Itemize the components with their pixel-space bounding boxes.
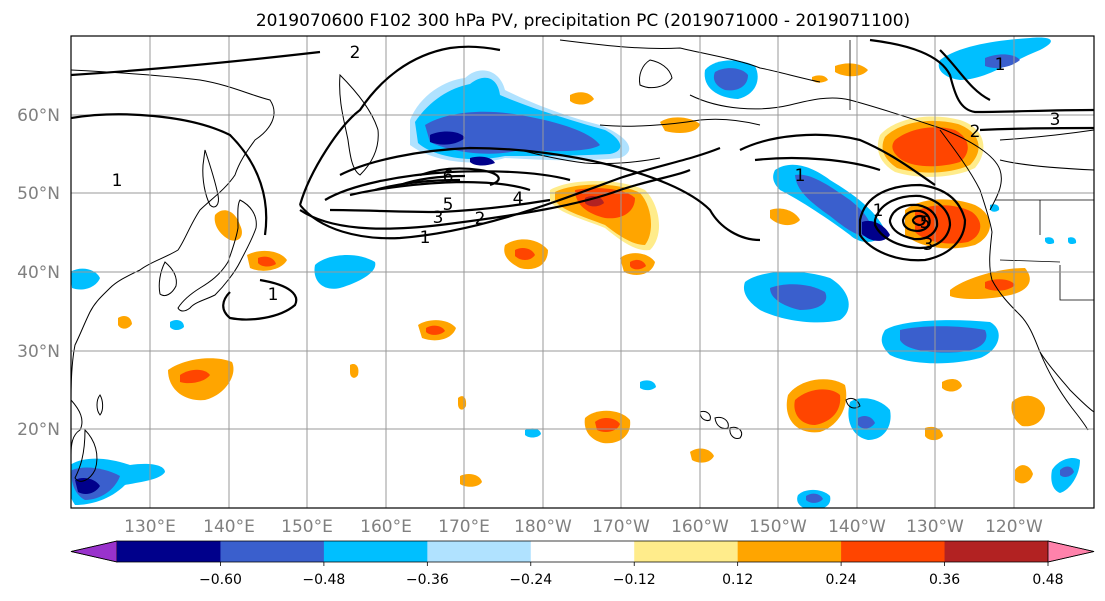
lon-label: 120°W [985, 517, 1043, 537]
contour-label: 3 [923, 235, 934, 255]
colorbar-tick-label: 0.48 [1032, 572, 1063, 588]
colorbar-swatch [530, 541, 635, 562]
contour-label: 2 [970, 122, 981, 142]
colorbar-swatch [737, 541, 842, 562]
lat-label: 40°N [17, 263, 60, 283]
figure-title: 2019070600 F102 300 hPa PV, precipitatio… [256, 11, 910, 31]
contour-line [71, 50, 321, 77]
colorbar-swatch [220, 541, 325, 562]
contour-line [374, 178, 461, 192]
lat-label: 60°N [17, 106, 60, 126]
colorbar-tick-label: −0.60 [199, 572, 242, 588]
contour-line [399, 174, 466, 187]
contour-line [939, 49, 991, 101]
lon-label: 150°W [749, 517, 807, 537]
contour-label: 5 [920, 213, 931, 233]
contour-line [901, 209, 931, 233]
contour-line [869, 38, 1094, 114]
contour-label: 1 [795, 166, 806, 186]
lon-label: 130°E [124, 517, 176, 537]
contour-label: 4 [513, 189, 524, 209]
contour-label: 3 [1050, 110, 1061, 130]
colorbar-outline [70, 540, 1095, 563]
colorbar-swatch [427, 541, 532, 562]
contour-line [888, 203, 939, 241]
contour-label: 5 [443, 195, 454, 215]
contour-label: 3 [433, 208, 444, 228]
colorbar-swatch [944, 541, 1049, 562]
contour-line [222, 278, 298, 321]
colorbar-tick-label: 0.24 [826, 572, 857, 588]
colorbar-tick-label: −0.36 [406, 572, 449, 588]
contour-label: 6 [443, 167, 454, 187]
colorbar-tick-label: −0.48 [302, 572, 345, 588]
colorbar-tick-label: 0.36 [929, 572, 960, 588]
longitude-labels: 130°E 140°E 150°E 160°E 170°E 180°W 170°W 160°W… [124, 517, 1043, 537]
lon-label: 130°W [906, 517, 964, 537]
colorbar-extend-min [70, 540, 118, 563]
gridlines [71, 36, 1094, 508]
pv-contours [71, 38, 1094, 321]
contour-line [299, 168, 691, 230]
lon-label: 140°E [203, 517, 255, 537]
contour-label: 1 [112, 171, 123, 191]
colorbar [70, 540, 1095, 563]
lon-label: 160°E [360, 517, 412, 537]
contour-line [419, 167, 500, 187]
contour-line [873, 194, 952, 250]
colorbar-tick-label: −0.12 [613, 572, 656, 588]
contour-line [858, 183, 967, 262]
contour-labels: 2 1 1 6 5 4 3 2 1 1 2 3 3 5 1 1 [112, 43, 1061, 305]
lat-label: 20°N [17, 420, 60, 440]
political-borders [849, 40, 1094, 301]
map-area: 2 1 1 6 5 4 3 2 1 1 2 3 3 5 1 1 [71, 36, 1094, 508]
lat-label: 50°N [17, 184, 60, 204]
colorbar-extend-max [1047, 540, 1095, 563]
contour-label: 1 [420, 228, 431, 248]
colorbar-tick-label: −0.24 [509, 572, 552, 588]
contour-line [911, 214, 926, 227]
lon-label: 140°W [828, 517, 886, 537]
contour-label: 1 [995, 55, 1006, 75]
colorbar-swatch [841, 541, 946, 562]
colorbar-swatch [323, 541, 428, 562]
contour-line [71, 113, 268, 236]
contour-line [298, 45, 501, 206]
contour-label: 2 [475, 209, 486, 229]
lat-label: 30°N [17, 342, 60, 362]
lon-label: 180°W [514, 517, 572, 537]
contour-line [324, 170, 571, 201]
colorbar-swatch [117, 541, 221, 562]
lon-label: 170°E [438, 517, 490, 537]
lon-label: 150°E [281, 517, 333, 537]
colorbar-tick-label: 0.12 [722, 572, 753, 588]
contour-line [754, 156, 881, 172]
contour-line [979, 126, 1094, 132]
colorbar-ticks: −0.60 −0.48 −0.36 −0.24 −0.12 0.12 0.24 0.36 0.4… [199, 562, 1064, 588]
contour-line [329, 198, 551, 214]
contour-label: 1 [268, 285, 279, 305]
lon-label: 170°W [592, 517, 650, 537]
contour-label: 2 [350, 43, 361, 63]
coastlines [71, 39, 1094, 482]
contour-label: 1 [873, 201, 884, 221]
contour-line [739, 133, 936, 186]
colorbar-swatch [634, 541, 739, 562]
contour-line [339, 146, 761, 242]
lon-label: 160°W [671, 517, 729, 537]
map-frame [70, 35, 1095, 509]
latitude-labels: 60°N 50°N 40°N 30°N 20°N [17, 106, 60, 440]
